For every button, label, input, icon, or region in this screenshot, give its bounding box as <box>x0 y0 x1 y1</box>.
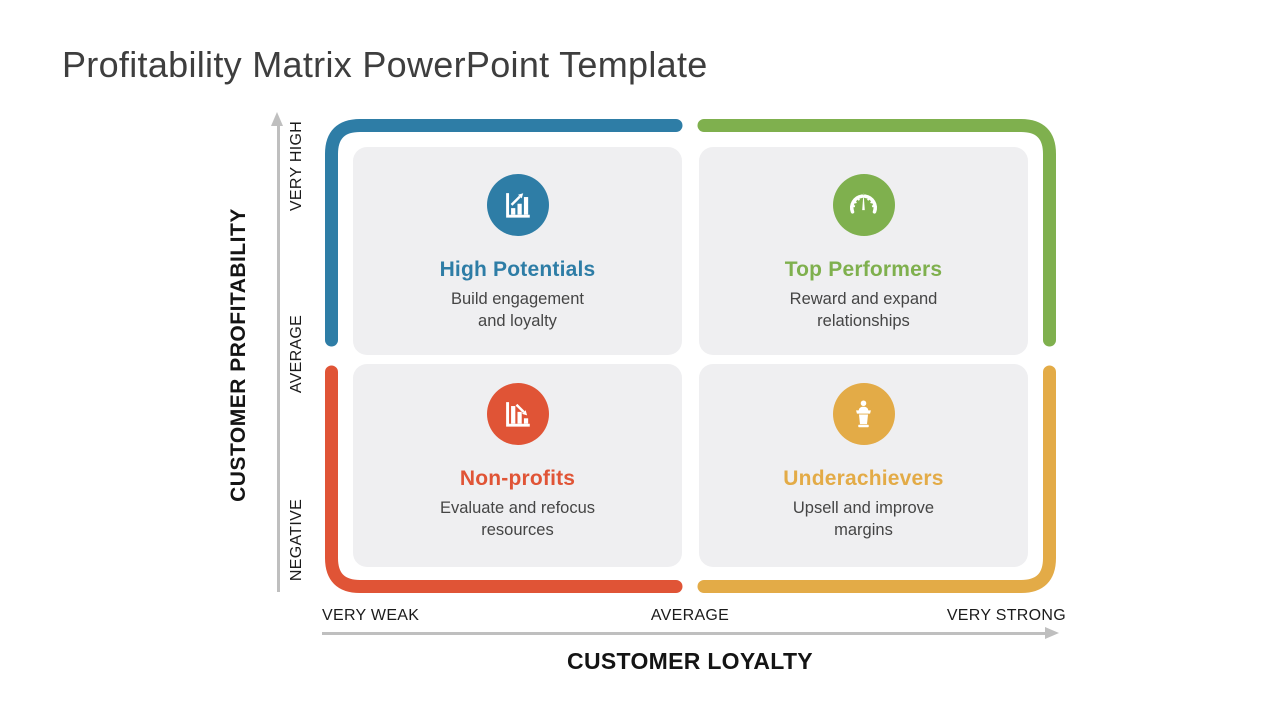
quadrant-icon-circle <box>832 383 895 445</box>
x-axis-arrow-head-icon <box>1045 627 1059 639</box>
quadrant-description-line: margins <box>834 521 893 539</box>
quadrant-description-line: resources <box>481 521 554 539</box>
quadrant-description: Build engagement and loyalty <box>451 288 584 332</box>
y-axis-arrow-head-icon <box>271 112 283 126</box>
x-axis-title: CUSTOMER LOYALTY <box>567 648 813 674</box>
quadrant-title: Top Performers <box>784 258 943 281</box>
y-axis-tick-label: VERY HIGH <box>288 120 305 212</box>
quadrant-description: Upsell and improve margins <box>793 497 934 541</box>
quadrant-description-line: Upsell and improve <box>792 499 935 517</box>
quadrant-description-line: Reward and expand <box>789 290 938 308</box>
y-axis-tick-label: AVERAGE <box>288 314 305 394</box>
quadrant-icon-circle <box>486 383 549 445</box>
quadrant-title: Underachievers <box>783 467 944 490</box>
y-axis-tick-label: NEGATIVE <box>288 498 305 582</box>
quadrant-icon-circle <box>832 174 895 236</box>
x-axis-tick-very-weak: VERY WEAK <box>322 607 420 624</box>
bar-chart-rising-icon <box>506 192 530 218</box>
gauge-icon <box>850 192 877 214</box>
quadrant-card-underachievers: Underachievers Upsell and improve margin… <box>699 364 1028 567</box>
quadrant-description-line: Evaluate and refocus <box>439 499 596 517</box>
y-axis-arrow <box>277 126 280 592</box>
quadrant-card-top-performers: Top Performers Reward and expand relatio… <box>699 147 1028 355</box>
quadrant-title: High Potentials <box>439 258 596 281</box>
slide-title: Profitability Matrix PowerPoint Template <box>62 44 708 85</box>
quadrant-description-line: Build engagement <box>450 290 584 308</box>
quadrant-card-high-potentials: High Potentials Build engagement and loy… <box>353 147 682 355</box>
quadrant-description-line: relationships <box>817 312 910 330</box>
quadrant-description-line: and loyalty <box>478 312 557 330</box>
x-axis-tick-average: AVERAGE <box>650 607 730 624</box>
x-axis-arrow <box>322 632 1046 635</box>
podium-icon <box>856 400 871 427</box>
quadrant-description: Evaluate and refocus resources <box>440 497 595 541</box>
quadrant-card-non-profits: Non-profits Evaluate and refocus resourc… <box>353 364 682 567</box>
x-axis-tick-very-strong: VERY STRONG <box>946 607 1066 624</box>
quadrant-description: Reward and expand relationships <box>790 288 938 332</box>
y-axis-title-text: CUSTOMER PROFITABILITY <box>227 208 250 502</box>
bar-chart-falling-icon <box>506 401 530 427</box>
quadrant-icon-circle <box>486 174 549 236</box>
quadrant-title: Non-profits <box>459 467 576 490</box>
